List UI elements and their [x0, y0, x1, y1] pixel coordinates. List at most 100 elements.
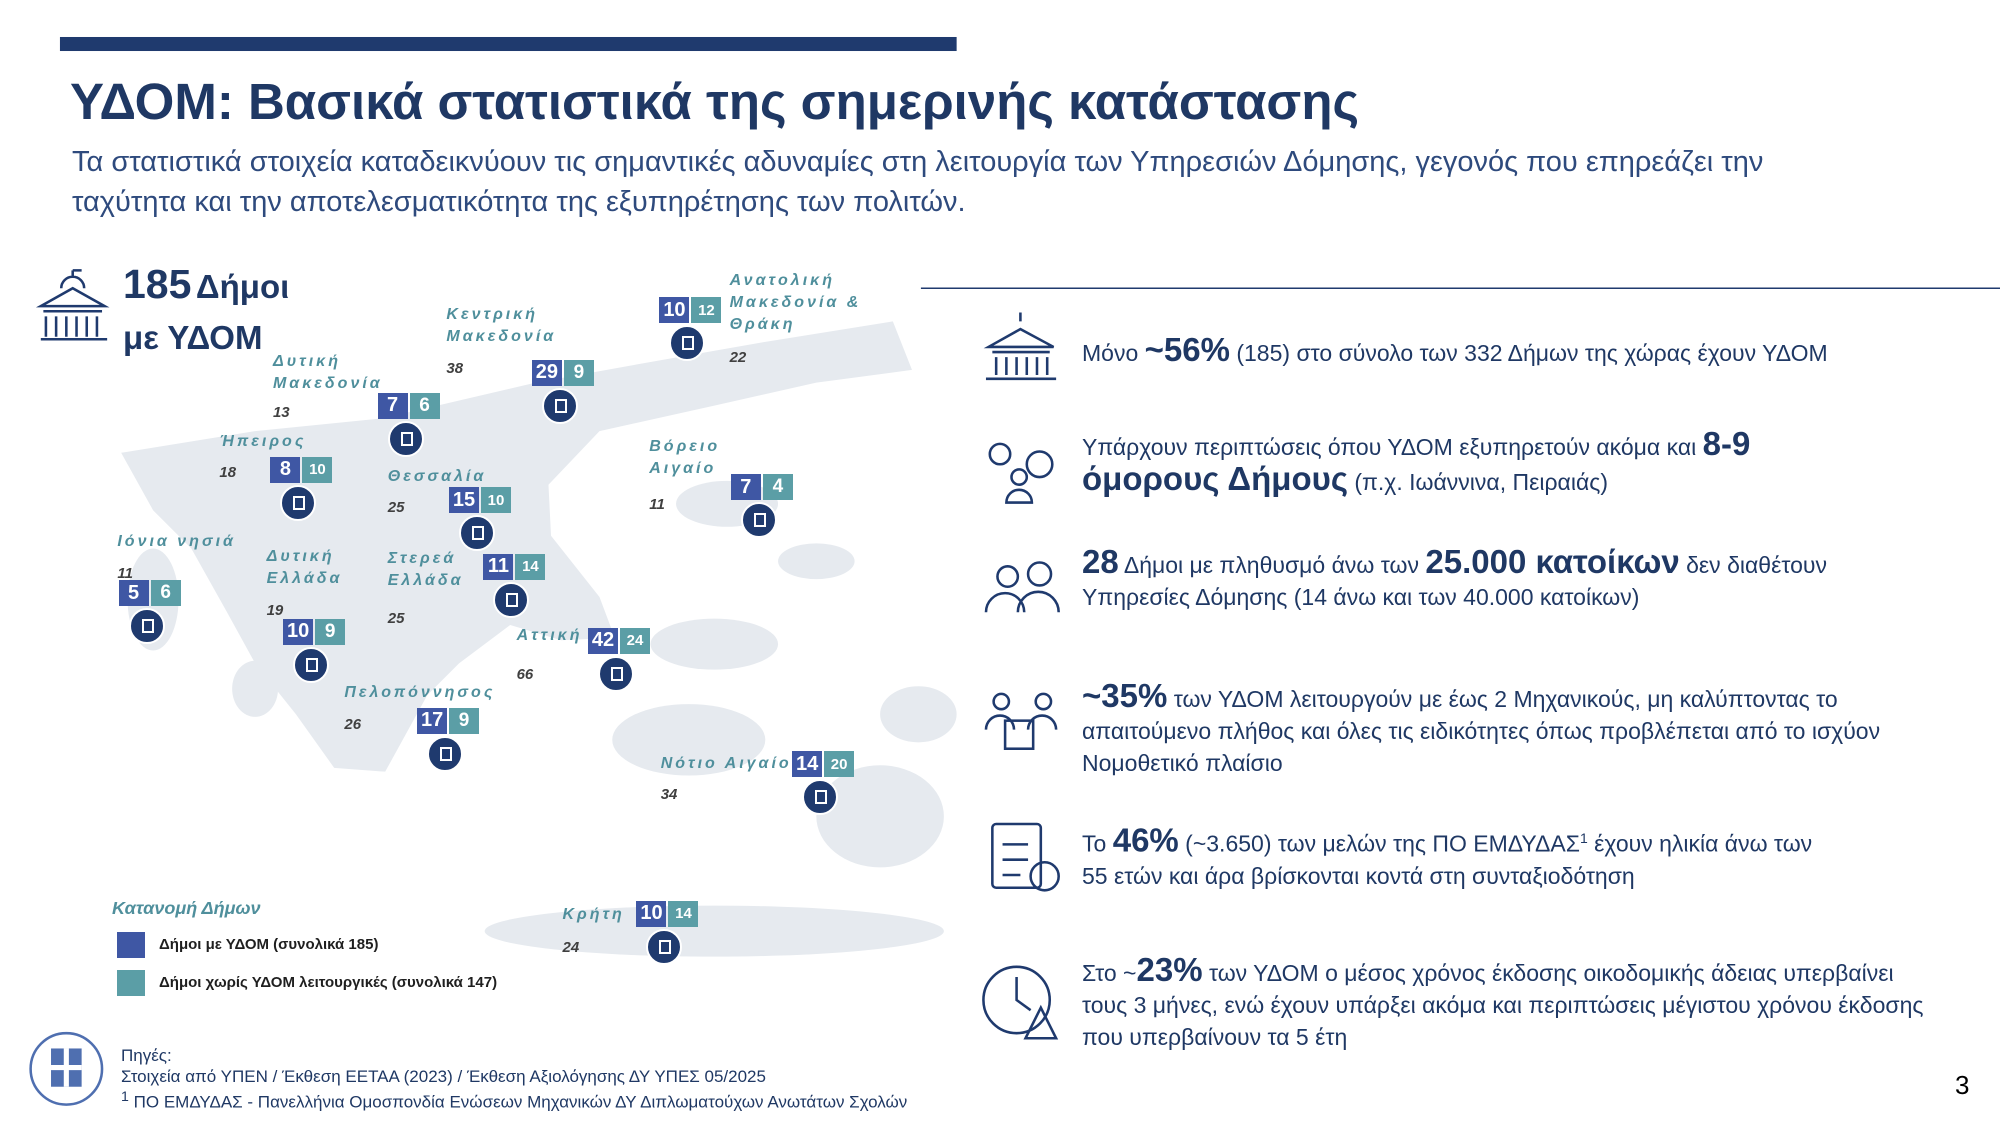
region-total: 18: [219, 464, 237, 482]
count-without-ydom: 6: [409, 392, 440, 419]
region-icon: [740, 502, 777, 539]
count-with-ydom: 7: [730, 474, 761, 501]
region-total: 25: [387, 498, 405, 516]
region-name: Κρήτη: [562, 906, 625, 924]
stat-part: έχουν ηλικία άνω των 55 ετών και άρα βρί…: [1082, 830, 1813, 889]
count-without-ydom: 10: [302, 456, 333, 483]
region-icon: [387, 420, 424, 457]
stat-highlight: 46%: [1112, 821, 1179, 859]
region-total: 26: [344, 715, 362, 733]
count-with-ydom: 10: [659, 297, 690, 324]
region-icon: [802, 779, 839, 816]
count-without-ydom: 9: [563, 359, 594, 386]
count-without-ydom: 12: [691, 297, 722, 324]
sources-line: Στοιχεία από ΥΠΕΝ / Έκθεση ΕΕΤΑΑ (2023) …: [121, 1067, 766, 1086]
count-without-ydom: 14: [668, 900, 699, 927]
count-with-ydom: 15: [448, 487, 479, 514]
region-total: 24: [562, 938, 580, 956]
count-with-ydom: 5: [118, 580, 149, 607]
stat-highlight: ~35%: [1082, 677, 1168, 714]
stat-part: δεν διαθέτουν Υπηρεσίες Δόμησης (14 άνω …: [1082, 552, 1827, 610]
count-without-ydom: 6: [150, 580, 181, 607]
icon-glyph: [293, 495, 306, 510]
headline-number: 185: [123, 261, 192, 307]
stat-text: Το 46% (~3.650) των μελών της ΠΟ ΕΜΔΥΔΑΣ…: [1082, 822, 1842, 892]
footnote-text: ΠΟ ΕΜΔΥΔΑΣ - Πανελλήνια Ομοσπονδία Ενώσε…: [128, 1092, 908, 1112]
count-without-ydom: 14: [515, 553, 546, 580]
stat-text: Υπάρχουν περιπτώσεις όπου ΥΔΟΜ εξυπηρετο…: [1082, 425, 1832, 498]
region-icon: [293, 646, 330, 683]
count-without-ydom: 20: [824, 751, 855, 778]
icon-glyph: [440, 746, 453, 761]
legend-label: Δήμοι χωρίς ΥΔΟΜ λειτουργικές (συνολικά …: [159, 974, 498, 991]
count-with-ydom: 11: [483, 553, 514, 580]
region-total: 11: [649, 496, 665, 514]
count-without-ydom: 24: [620, 627, 650, 654]
count-with-ydom: 29: [531, 359, 562, 386]
region-name: Ήπειρος: [219, 433, 307, 451]
region-name: Αττική: [516, 627, 583, 644]
region-icon: [541, 387, 578, 424]
icon-glyph: [471, 526, 484, 541]
region-name: Πελοπόννησος: [344, 684, 496, 702]
stat-part: Δήμοι με πληθυσμό άνω των: [1118, 552, 1426, 578]
stat-highlight: ~56%: [1144, 331, 1230, 368]
icon-glyph: [306, 657, 319, 672]
legend-title: Κατανομή Δήμων: [112, 898, 261, 918]
sources: Πηγές: Στοιχεία από ΥΠΕΝ / Έκθεση ΕΕΤΑΑ …: [121, 1045, 907, 1113]
legend: Δήμοι με ΥΔΟΜ (συνολικά 185) Δήμοι χωρίς …: [117, 932, 517, 1008]
region-total: 34: [660, 785, 678, 803]
icon-glyph: [554, 398, 567, 413]
subtitle: Τα στατιστικά στοιχεία καταδεικνύουν τις…: [72, 146, 1764, 218]
region-name: Στερεά Ελλάδα: [387, 550, 464, 590]
stat-part: Στο ~: [1082, 960, 1137, 986]
region-name: Δυτική Ελλάδα: [266, 547, 343, 587]
region-icon: [280, 484, 317, 521]
count-with-ydom: 17: [417, 707, 448, 734]
region-icon: [458, 515, 495, 552]
region-icon: [646, 928, 683, 965]
town-hall-icon: [35, 269, 110, 341]
stat-text: 28 Δήμοι με πληθυσμό άνω των 25.000 κατο…: [1082, 543, 1912, 613]
region-total: 11: [117, 565, 133, 583]
stat-part: (π.χ. Ιωάννινα, Πειραιάς): [1347, 469, 1608, 495]
icon-glyph: [141, 619, 154, 634]
legend-item: Δήμοι με ΥΔΟΜ (συνολικά 185): [117, 932, 517, 958]
top-bar: [59, 36, 957, 52]
region-icon: [598, 655, 634, 692]
count-with-ydom: 10: [636, 900, 667, 927]
region-total: 66: [516, 665, 534, 683]
stat-part: (185) στο σύνολο των 332 Δήμων της χώρας…: [1229, 340, 1828, 366]
count-with-ydom: 14: [792, 751, 823, 778]
stat-highlight: όμορους Δήμους: [1082, 460, 1348, 497]
count-without-ydom: 10: [480, 487, 511, 514]
region-total: 25: [387, 609, 405, 627]
count-with-ydom: 8: [270, 456, 301, 483]
stat-highlight: 8-9: [1702, 425, 1751, 462]
region-icon: [128, 608, 165, 645]
region-total: 38: [446, 359, 464, 377]
icon-glyph: [682, 336, 695, 351]
region-name: Κεντρική Μακεδονία: [446, 305, 557, 345]
stat-text: ~35% των ΥΔΟΜ λειτουργούν με έως 2 Μηχαν…: [1082, 677, 1927, 779]
stat-highlight: 25.000 κατοίκων: [1425, 543, 1680, 580]
stat-text: Στο ~23% των ΥΔΟΜ ο μέσος χρόνος έκδοσης…: [1082, 951, 1942, 1053]
footnote-mark: 1: [121, 1089, 129, 1105]
region-name: Ιόνια νησιά: [117, 532, 236, 550]
legend-swatch: [117, 932, 145, 958]
stat-icons: [982, 312, 1060, 1040]
page-number: 3: [1955, 1070, 1970, 1100]
legend-label: Δήμοι με ΥΔΟΜ (συνολικά 185): [159, 936, 379, 953]
legend-swatch: [117, 970, 145, 996]
stat-part: Υπάρχουν περιπτώσεις όπου ΥΔΟΜ εξυπηρετο…: [1082, 434, 1703, 460]
stat-highlight: 23%: [1136, 951, 1203, 988]
legend-item: Δήμοι χωρίς ΥΔΟΜ λειτουργικές (συνολικά …: [117, 970, 517, 996]
icon-glyph: [815, 790, 828, 805]
count-with-ydom: 42: [588, 627, 618, 654]
stat-text: Μόνο ~56% (185) στο σύνολο των 332 Δήμων…: [1082, 331, 1962, 369]
region-total: 19: [266, 602, 284, 620]
icon-glyph: [753, 513, 766, 528]
stat-part: των ΥΔΟΜ λειτουργούν με έως 2 Μηχανικούς…: [1082, 686, 1881, 776]
stat-highlight: 28: [1082, 543, 1119, 580]
